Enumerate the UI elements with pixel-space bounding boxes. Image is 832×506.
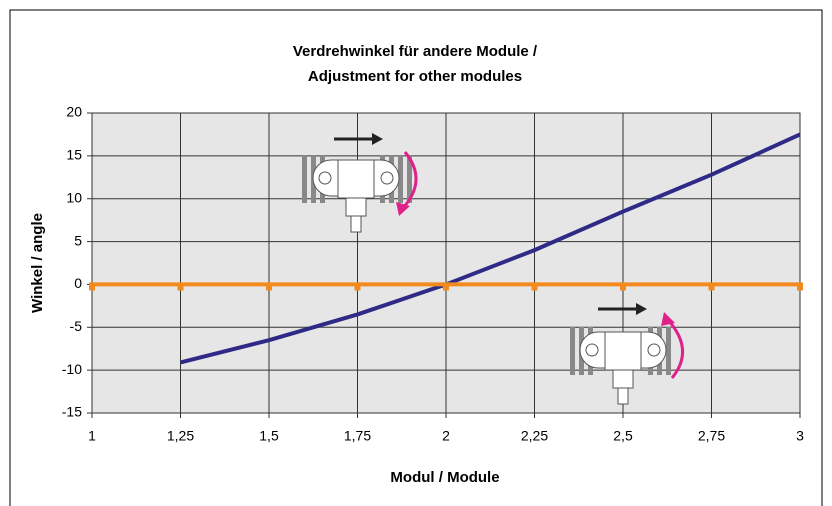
y-axis-title: Winkel / angle [29, 213, 46, 313]
x-tick-label: 1,75 [344, 428, 371, 444]
x-tick-label: 3 [796, 428, 804, 444]
x-tick-label: 1,5 [259, 428, 279, 444]
illustration [302, 133, 685, 405]
y-tick-label: 10 [66, 189, 82, 205]
x-tick-label: 2,25 [521, 428, 548, 444]
series-line [180, 132, 801, 365]
point-marker [266, 282, 272, 291]
y-tick-label: -10 [62, 361, 82, 377]
chart-title: Adjustment for other modules [308, 68, 522, 85]
x-axis-title: Modul / Module [390, 469, 499, 486]
point-marker [443, 282, 449, 291]
y-tick-label: 15 [66, 147, 82, 163]
x-tick-label: 1,25 [167, 428, 194, 444]
point-marker [708, 282, 715, 291]
y-tick-label: 0 [74, 275, 82, 291]
x-tick-label: 1 [88, 428, 96, 444]
y-tick-label: -15 [62, 404, 82, 420]
x-tick-label: 2,5 [613, 428, 633, 444]
x-tick-label: 2 [442, 428, 450, 444]
x-tick-label: 2,75 [698, 428, 725, 444]
point-marker [354, 282, 361, 291]
chart-title: Verdrehwinkel für andere Module / [293, 43, 538, 60]
point-marker [797, 282, 803, 291]
y-tick-label: -5 [70, 318, 83, 334]
marks [87, 112, 803, 418]
point-marker [620, 282, 626, 291]
point-marker [89, 282, 95, 291]
point-marker [177, 282, 184, 291]
point-marker [531, 282, 538, 291]
y-tick-label: 20 [66, 104, 82, 120]
y-tick-label: 5 [74, 232, 82, 248]
frame [9, 9, 823, 506]
plot-border [91, 112, 801, 414]
